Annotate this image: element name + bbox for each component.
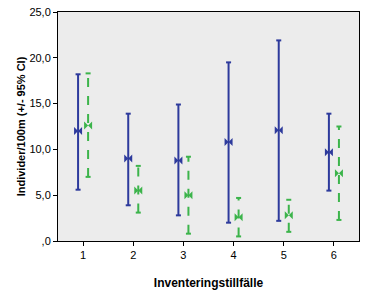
svg-text:3: 3 [180,249,186,261]
svg-text:4: 4 [231,249,237,261]
svg-text:Inventeringstillfälle: Inventeringstillfälle [154,276,264,290]
svg-text:,0: ,0 [42,235,51,247]
svg-text:20,0: 20,0 [29,52,50,64]
svg-text:6: 6 [331,249,337,261]
svg-text:10,0: 10,0 [29,143,50,155]
svg-text:25,0: 25,0 [29,6,50,18]
svg-text:5,0: 5,0 [36,189,51,201]
svg-text:2: 2 [130,249,136,261]
svg-text:1: 1 [80,249,86,261]
svg-text:5: 5 [281,249,287,261]
svg-text:Individer/100m (+/- 95% CI): Individer/100m (+/- 95% CI) [15,56,27,196]
svg-text:15,0: 15,0 [29,97,50,109]
